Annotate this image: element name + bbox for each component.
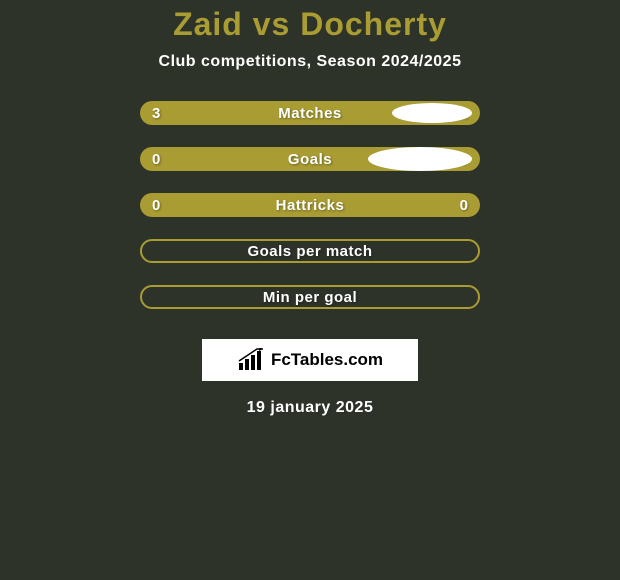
chart-icon (237, 348, 265, 372)
stat-row: 3Matches2 (140, 101, 480, 125)
logo-text: FcTables.com (271, 350, 383, 370)
page-title: Zaid vs Docherty (173, 6, 447, 43)
date-text: 19 january 2025 (247, 399, 374, 417)
right-ellipse (392, 103, 472, 123)
stat-bar: 0 Hattricks 0 (140, 193, 480, 217)
stat-label: Goals per match (247, 243, 372, 260)
stat-left-value: 0 (152, 197, 160, 214)
subtitle: Club competitions, Season 2024/2025 (159, 53, 462, 71)
comparison-infographic: Zaid vs Docherty Club competitions, Seas… (0, 0, 620, 580)
right-ellipse (368, 147, 472, 171)
stats-list: 3Matches20Goals00Hattricks0Goals per mat… (140, 101, 480, 331)
stat-label: Hattricks (276, 197, 345, 214)
stat-row: 0 Hattricks 0 (140, 193, 480, 217)
stat-label: Min per goal (263, 289, 357, 306)
stat-label: Goals (288, 151, 332, 168)
stat-right-value: 0 (460, 197, 468, 214)
stat-left-value: 0 (152, 151, 160, 168)
stat-label: Matches (278, 105, 342, 122)
stat-row: 0Goals0 (140, 147, 480, 171)
stat-row: Goals per match (140, 239, 480, 263)
stat-bar: Min per goal (140, 285, 480, 309)
stat-row: Min per goal (140, 285, 480, 309)
stat-left-value: 3 (152, 105, 160, 122)
logo-box: FcTables.com (202, 339, 418, 381)
stat-bar: Goals per match (140, 239, 480, 263)
